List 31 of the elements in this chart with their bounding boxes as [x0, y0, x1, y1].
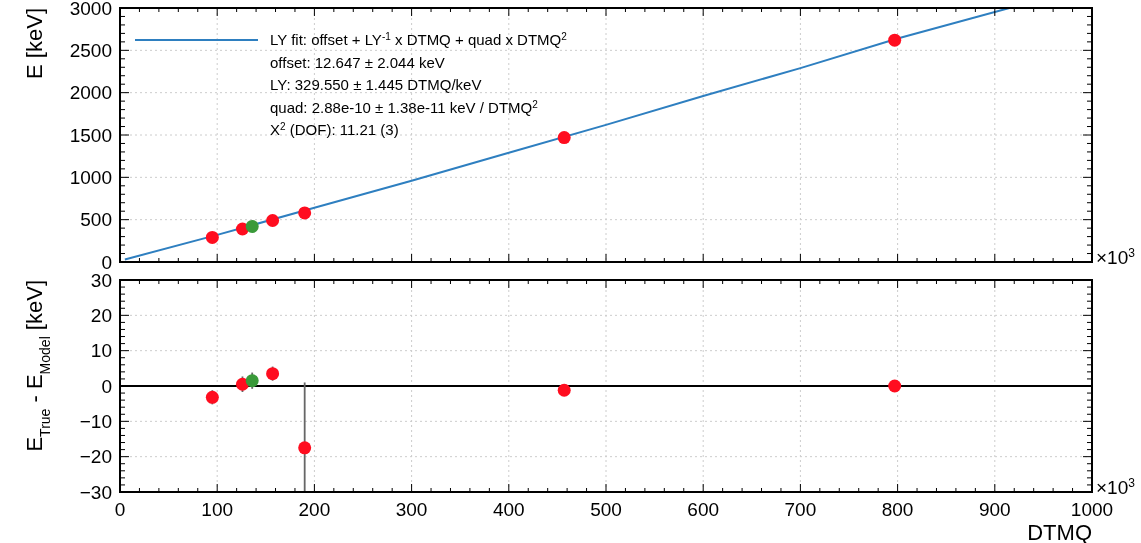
annotation: LY: 329.550 ± 1.445 DTMQ/keV — [270, 76, 482, 94]
annotation: X$^{2}$ (DOF): 11.21 (3) — [270, 120, 399, 139]
y-tick-label: −10 — [79, 410, 112, 432]
y-tick-label: −20 — [79, 446, 112, 468]
y-tick-label: 2000 — [69, 82, 112, 104]
annotation: quad: 2.88e-10 ± 1.38e-11 keV / DTMQ$^{2}$ — [270, 98, 539, 116]
y-tick-label: 3000 — [69, 0, 112, 19]
y-tick-label: 500 — [80, 209, 112, 231]
x-tick-label: 700 — [784, 499, 817, 520]
text: ×10$^{3}$ — [1096, 476, 1136, 498]
x-tick-label: 100 — [201, 499, 234, 520]
x-tick-label: 0 — [114, 499, 126, 520]
y-tick-label: 2500 — [69, 39, 112, 61]
y-axis-title: E [keV] — [22, 8, 47, 79]
text: ×10$^{3}$ — [1096, 246, 1136, 268]
y-tick-label: 10 — [90, 340, 112, 362]
x-tick-label: 500 — [590, 499, 622, 520]
y-tick-label: 1000 — [69, 166, 112, 188]
x-tick-label: 600 — [687, 499, 720, 520]
x-tick-label: 200 — [298, 499, 331, 520]
x-tick-label: 1000 — [1070, 499, 1114, 520]
x-tick-label: 300 — [395, 499, 428, 520]
text: LY fit: offset + LY$^{-1}$ x DTMQ + quad x DTMQ$^{2}$ — [270, 30, 568, 49]
y-tick-label: −30 — [79, 481, 112, 503]
x-tick-label: 800 — [881, 499, 914, 520]
y-tick-label: 1500 — [69, 124, 112, 146]
y-tick-label: 0 — [101, 375, 112, 397]
x-tick-label: 400 — [492, 499, 525, 520]
annotation: offset: 12.647 ± 2.044 keV — [270, 53, 445, 71]
y-tick-label: 20 — [90, 304, 112, 326]
x-tick-label: 900 — [978, 499, 1011, 520]
